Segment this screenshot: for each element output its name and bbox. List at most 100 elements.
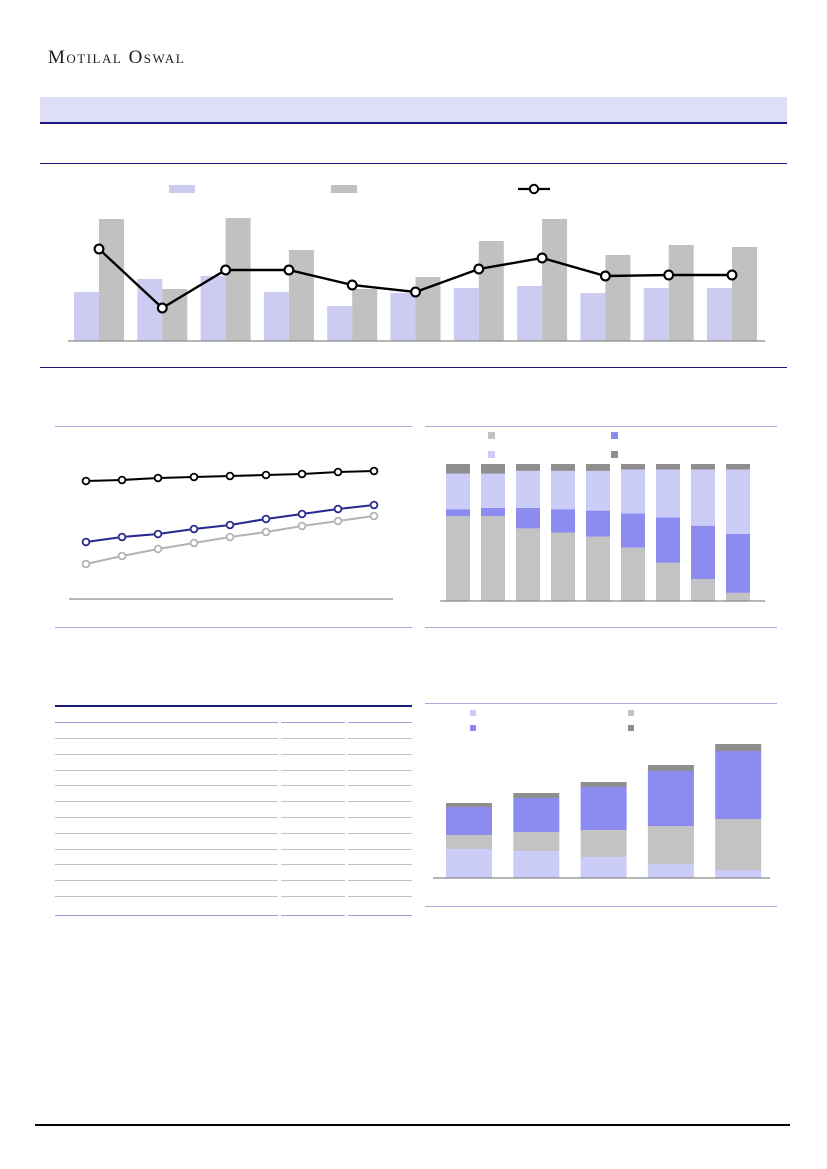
lavender-segment (481, 473, 505, 508)
darkgray-cap-segment (446, 803, 492, 807)
gray-bar (668, 245, 694, 341)
lavender-segment (647, 864, 694, 878)
table-row-line (348, 769, 412, 771)
gray-line-marker (261, 527, 271, 537)
table-row-line (348, 848, 412, 850)
lavender-bar (453, 288, 479, 341)
gray-segment (586, 536, 610, 601)
purple-segment (513, 798, 560, 832)
lavender-bar (390, 293, 416, 341)
darkgray-cap-segment (446, 464, 470, 474)
table-row-line (281, 864, 345, 866)
gray-bar (288, 250, 314, 341)
table-row-line (348, 817, 412, 818)
navy-line-marker (297, 509, 307, 519)
legend-swatch-seg_darkgray (611, 451, 618, 458)
lavender-bar (327, 306, 353, 341)
purple-segment (446, 509, 470, 517)
lavender-segment (691, 469, 715, 526)
gray-line-marker (81, 559, 91, 569)
purple-segment (691, 525, 715, 580)
table-row-line (281, 753, 345, 755)
black-line-marker (297, 469, 307, 479)
line-marker (726, 269, 738, 281)
navy-line-marker (153, 529, 163, 539)
table-header-rule (55, 722, 278, 723)
navy-line-marker (261, 514, 271, 524)
table-row-line (348, 801, 412, 803)
purple-segment (621, 513, 645, 548)
table-row-line (55, 801, 278, 803)
black-line-marker (333, 467, 343, 477)
gray-segment (656, 562, 680, 601)
table-row-line (55, 832, 278, 834)
lavender-segment (621, 469, 645, 514)
gray-bar (162, 289, 188, 341)
purple-segment (446, 807, 492, 835)
brand-logo: Motilal Oswal (48, 47, 186, 68)
legend-swatch-seg_purple (470, 725, 476, 731)
lavender-segment (586, 470, 610, 511)
line-marker (599, 270, 611, 282)
lavender-segment (656, 469, 680, 518)
gray-segment (516, 528, 540, 601)
black-line-marker (261, 470, 271, 480)
table-row-line (281, 785, 345, 787)
purple-segment (516, 507, 540, 529)
darkgray-cap-segment (513, 793, 560, 798)
lavender-segment (513, 851, 560, 878)
gray-bar (225, 218, 251, 341)
mid-divider-line (40, 367, 787, 368)
table-row-line (281, 896, 345, 897)
lavender-segment (516, 470, 540, 508)
gray-segment (513, 832, 560, 851)
table-bottom-rule (348, 915, 412, 916)
lavender-bar (580, 293, 606, 341)
gray-bar (732, 247, 757, 341)
table-bottom-rule (281, 915, 345, 916)
gray-segment (551, 532, 575, 601)
darkgray-cap-segment (726, 464, 750, 470)
table-bottom-rule (55, 915, 278, 916)
table-row-line (348, 785, 412, 787)
darkgray-cap-segment (691, 464, 715, 470)
lavender-segment (726, 469, 750, 534)
line-marker (93, 243, 105, 255)
gray-line-marker (297, 521, 307, 531)
purple-segment (715, 751, 762, 819)
table-row-line (348, 880, 412, 882)
table-row-line (281, 848, 345, 850)
table-row-line (281, 880, 345, 882)
gray-segment (446, 516, 470, 601)
navy-line-marker (117, 532, 127, 542)
purple-segment (551, 509, 575, 533)
lavender-bar (74, 292, 99, 341)
gray-bar (352, 289, 378, 341)
table-row-line (348, 738, 412, 739)
three-series-line-chart (69, 466, 393, 600)
lavender-bar (517, 286, 543, 341)
table-header-rule (281, 722, 345, 723)
table-top-rule (55, 705, 412, 707)
table-row-line (55, 769, 278, 771)
legend-swatch-seg_darkgray (628, 725, 634, 731)
gray-bar (478, 241, 504, 341)
black-line-marker (153, 473, 163, 483)
legend-swatch-seg_gray (628, 710, 634, 716)
purple-segment (580, 787, 627, 830)
purple-segment (586, 510, 610, 537)
line-marker (346, 279, 358, 291)
table-row-line (55, 817, 278, 818)
table-header-rule (348, 722, 412, 723)
gray-segment (580, 830, 627, 857)
purple-segment (656, 517, 680, 563)
black-line-marker (225, 471, 235, 481)
darkgray-cap-segment (647, 765, 694, 771)
stacked-growing-bar-chart (433, 710, 770, 879)
title-banner (40, 97, 787, 124)
gray-segment (481, 516, 505, 601)
table-row-line (55, 753, 278, 755)
footer-divider-line (35, 1124, 790, 1126)
darkgray-cap-segment (551, 464, 575, 471)
purple-segment (481, 507, 505, 517)
